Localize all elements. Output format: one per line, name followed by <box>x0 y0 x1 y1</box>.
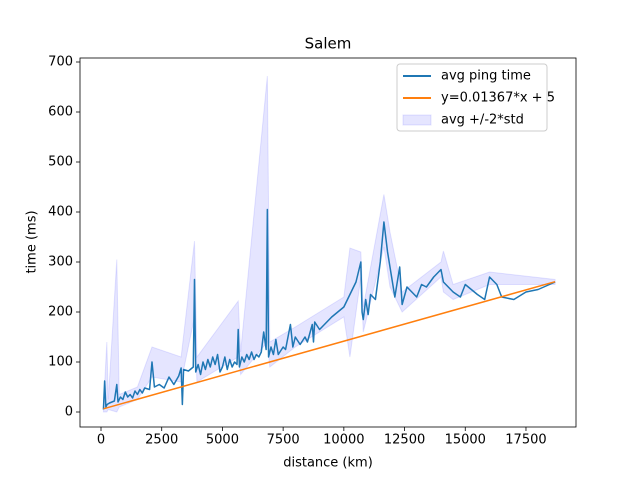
y-tick-label: 700 <box>48 55 73 70</box>
x-tick-label: 15000 <box>445 433 486 448</box>
y-tick-label: 500 <box>48 155 73 170</box>
chart-title: Salem <box>305 35 352 53</box>
y-tick-label: 600 <box>48 105 73 120</box>
plot-frame <box>79 57 577 428</box>
series-line <box>102 208 556 410</box>
y-tick-label: 0 <box>65 405 73 420</box>
x-tick-label: 17500 <box>505 433 546 448</box>
legend-box <box>396 63 548 132</box>
x-tick-label: 10000 <box>323 433 364 448</box>
x-axis-label: distance (km) <box>283 456 373 471</box>
legend-label: y=0.01367*x + 5 <box>441 91 555 106</box>
x-tick-label: 5000 <box>206 433 239 448</box>
y-tick-label: 400 <box>48 205 73 220</box>
series-line <box>103 280 556 410</box>
x-tick-label: 0 <box>97 433 105 448</box>
x-tick-label: 7500 <box>267 433 300 448</box>
y-tick-label: 200 <box>48 305 73 320</box>
legend-swatch <box>402 114 432 126</box>
y-tick-label: 100 <box>48 355 73 370</box>
x-tick-label: 12500 <box>384 433 425 448</box>
y-tick-label: 300 <box>48 255 73 270</box>
x-tick-label: 2500 <box>145 433 178 448</box>
y-axis-label: time (ms) <box>25 210 40 273</box>
legend-label: avg ping time <box>441 69 531 84</box>
legend-label: avg +/-2*std <box>441 113 524 128</box>
